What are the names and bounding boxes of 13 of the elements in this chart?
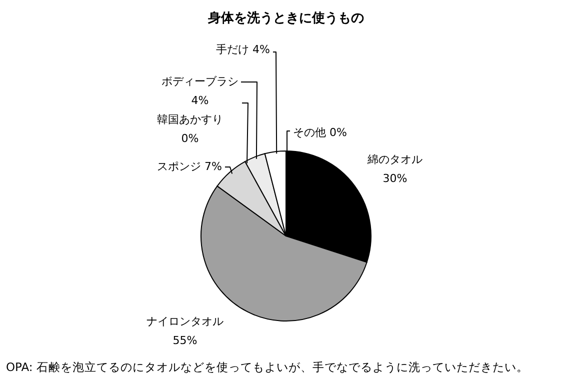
text: OPA: 石鹸を泡立てるのにタオルなどを使ってもよいが、手でなでるように洗っていただきたい。 — [6, 360, 528, 374]
category-label: その他 0% — [293, 126, 347, 139]
slice-label: ナイロンタオル — [146, 315, 224, 328]
chart-title: 身体を洗うときに使うもの — [207, 11, 364, 26]
slice-label: 綿のタオル — [366, 153, 422, 166]
category-label: 韓国あかすり — [157, 113, 223, 126]
data-label: 4% — [191, 94, 209, 107]
data-label: 55% — [172, 334, 198, 347]
slice-label: ボディーブラシ — [162, 75, 238, 88]
slice-label: 手だけ 4% — [216, 43, 270, 56]
text: 0% — [181, 132, 199, 145]
data-label: 30% — [382, 172, 408, 185]
slice-label: スポンジ 7% — [157, 160, 222, 173]
